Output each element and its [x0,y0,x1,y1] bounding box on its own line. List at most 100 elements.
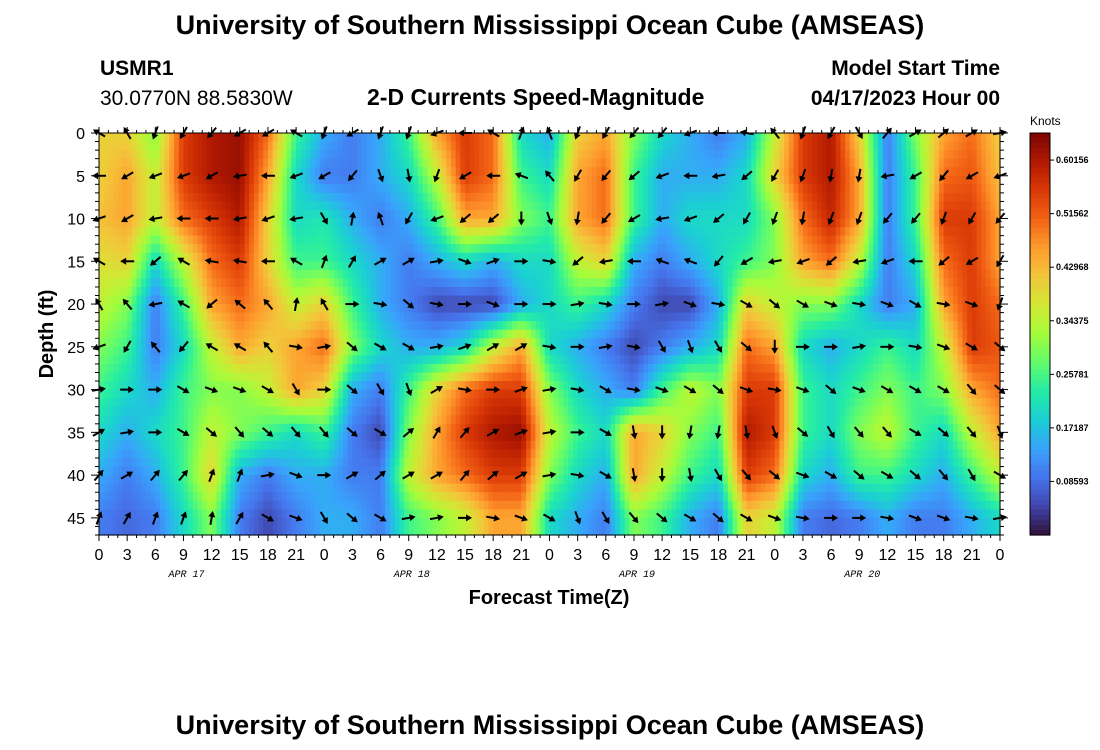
heatmap-cell [432,329,438,339]
heatmap-cell [859,304,865,314]
heatmap-cell [216,278,222,288]
heatmap-cell [206,329,213,339]
heatmap-cell [404,312,410,322]
heatmap-cell [272,150,278,160]
heatmap-cell [230,218,236,228]
heatmap-cell [751,244,757,254]
heatmap-cell [920,312,926,322]
heatmap-cell [953,244,959,254]
heatmap-cell [422,158,429,168]
heatmap-cell [877,346,884,356]
heatmap-cell [910,209,917,220]
heatmap-cell [680,167,687,177]
heatmap-cell [962,321,968,331]
heatmap-cell [469,278,476,288]
heatmap-cell [310,227,316,237]
heatmap-cell [788,278,795,288]
heatmap-cell [906,175,912,185]
heatmap-cell [662,278,668,288]
heatmap-cell [680,312,687,322]
heatmap-cell [244,235,250,245]
heatmap-cell [441,269,447,279]
heatmap-cell [394,158,400,168]
heatmap-cell [821,209,827,220]
heatmap-cell [136,269,142,279]
heatmap-cell [465,150,471,160]
heatmap-cell [938,329,945,339]
heatmap-cell [910,252,917,262]
heatmap-cell [141,192,147,203]
heatmap-cell [816,321,823,331]
heatmap-cell [441,150,447,160]
heatmap-cell [938,235,945,245]
heatmap-cell [760,312,766,322]
heatmap-cell [699,278,705,288]
heatmap-cell [572,227,579,237]
heatmap-cell [282,252,288,262]
heatmap-cell [648,269,654,279]
heatmap-cell [770,209,776,220]
heatmap-cell [507,175,513,185]
heatmap-cell [225,261,231,271]
heatmap-cell [877,252,884,262]
heatmap-cell [206,295,213,305]
heatmap-cell [127,167,133,177]
heatmap-cell [953,201,959,211]
heatmap-cell [267,295,274,305]
heatmap-cell [249,312,255,322]
heatmap-cell [915,295,921,305]
heatmap-cell [652,175,659,185]
heatmap-cell [699,304,705,314]
heatmap-cell [953,158,959,168]
heatmap-cell [971,235,978,245]
heatmap-cell [183,192,189,203]
heatmap-cell [131,158,138,168]
heatmap-cell [948,286,954,297]
heatmap-cell [788,209,795,220]
heatmap-cell [338,329,344,339]
heatmap-cell [577,218,583,228]
heatmap-cell [474,346,480,356]
heatmap-cell [258,312,264,322]
heatmap-cell [263,244,269,254]
heatmap-cell [840,133,846,143]
heatmap-cell [216,252,222,262]
heatmap-cell [699,209,705,220]
heatmap-cell [122,158,128,168]
heatmap-cell [633,295,640,305]
heatmap-cell [831,141,837,151]
heatmap-cell [272,133,278,143]
heatmap-cell [108,158,114,168]
heatmap-cell [239,269,246,279]
heatmap-cell [784,175,790,185]
heatmap-cell [558,312,565,322]
heatmap-cell [488,269,494,279]
heatmap-cell [540,150,546,160]
heatmap-cell [859,261,865,271]
heatmap-cell [145,235,152,245]
heatmap-cell [483,321,490,331]
heatmap-cell [549,184,555,194]
heatmap-cell [455,192,461,203]
heatmap-cell [305,227,311,237]
heatmap-cell [713,252,720,262]
heatmap-cell [657,175,663,185]
heatmap-cell [981,321,987,331]
heatmap-cell [169,312,175,322]
heatmap-cell [422,261,429,271]
heatmap-cell [694,269,701,279]
heatmap-cell [981,244,987,254]
heatmap-cell [319,218,325,228]
heatmap-cell [221,192,227,203]
heatmap-cell [160,209,166,220]
heatmap-cell [343,209,349,220]
heatmap-cell [901,192,907,203]
heatmap-cell [568,269,574,279]
heatmap-cell [572,192,579,203]
heatmap-cell [291,192,297,203]
heatmap-cell [971,175,978,185]
heatmap-cell [465,295,471,305]
heatmap-cell [122,201,128,211]
heatmap-cell [436,235,443,245]
heatmap-cell [221,175,227,185]
